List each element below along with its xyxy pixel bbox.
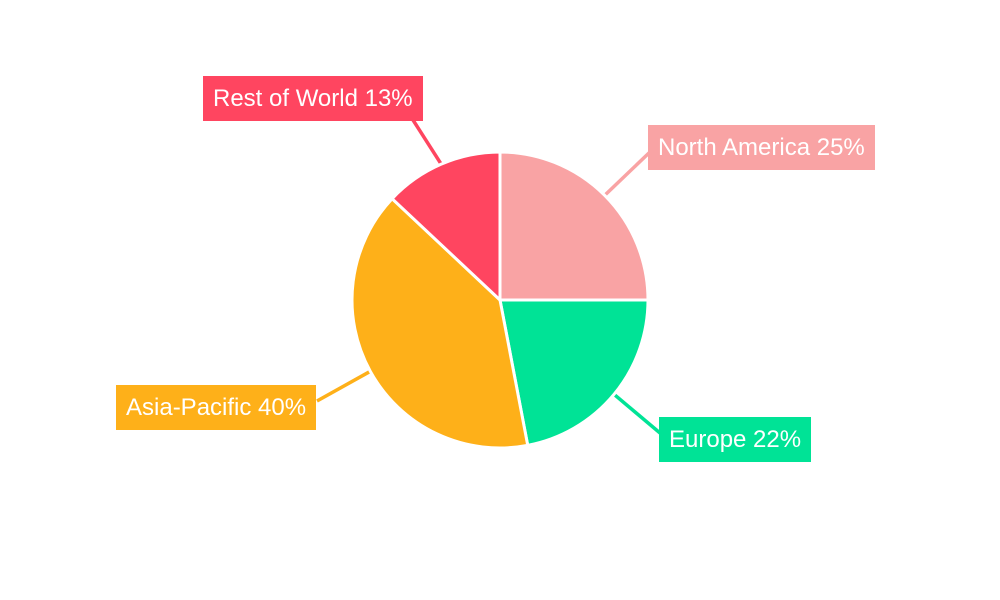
callout-europe: Europe 22% — [659, 417, 812, 462]
pie-slice-europe[interactable] — [498, 298, 650, 447]
callout-north-america: North America 25% — [648, 125, 875, 170]
leader-line-rest-of-world — [411, 119, 443, 166]
leader-line-asia-pacific — [316, 369, 372, 403]
callout-rest-of-world: Rest of World 13% — [203, 76, 423, 121]
callout-europe-label: Europe 22% — [669, 426, 802, 453]
pie-slice-rest-of-world[interactable] — [390, 150, 502, 302]
callout-rest-of-world-label: Rest of World 13% — [213, 85, 413, 112]
callout-asia-pacific-label: Asia-Pacific 40% — [126, 394, 307, 421]
callout-asia-pacific: Asia-Pacific 40% — [116, 385, 317, 430]
leader-line-north-america — [603, 150, 652, 197]
pie-slice-asia-pacific[interactable] — [350, 197, 530, 450]
pie-slice-north-america[interactable] — [498, 150, 650, 302]
callout-north-america-label: North America 25% — [658, 134, 865, 161]
leader-line-europe — [612, 392, 662, 435]
